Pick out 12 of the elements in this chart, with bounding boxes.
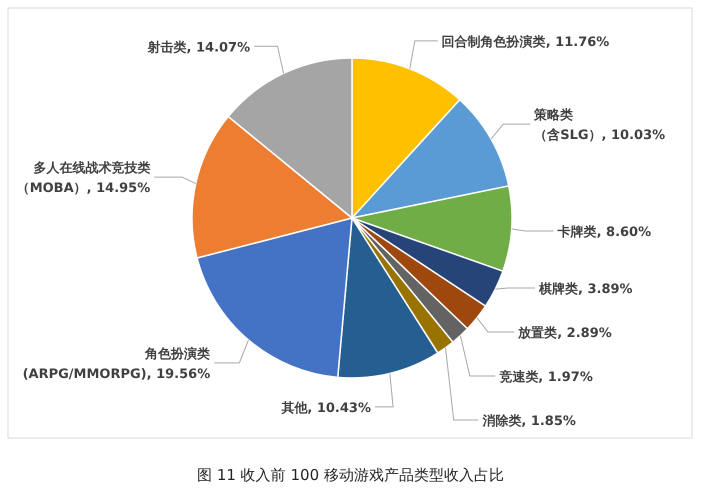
slice-label: 射击类, 14.07% <box>146 40 250 56</box>
slice-label: 多人在线战术竞技类（MOBA）, 14.95% <box>16 160 150 196</box>
slice-label: 策略类（含SLG）, 10.03% <box>533 108 666 144</box>
slice-label: 竞速类, 1.97% <box>498 369 593 385</box>
slice-label: 角色扮演类(ARPG/MMORPG), 19.56% <box>22 346 210 382</box>
slice-label: 其他, 10.43% <box>280 400 371 416</box>
slice-label: 消除类, 1.85% <box>481 414 576 429</box>
slice-label: 回合制角色扮演类, 11.76% <box>442 34 610 50</box>
slice-label: 卡牌类, 8.60% <box>556 224 652 240</box>
slice-label: 棋牌类, 3.89% <box>538 281 633 297</box>
text: 图 11 收入前 100 移动游戏产品类型收入占比 <box>197 466 504 484</box>
slice-label: 放置类, 2.89% <box>517 326 612 341</box>
